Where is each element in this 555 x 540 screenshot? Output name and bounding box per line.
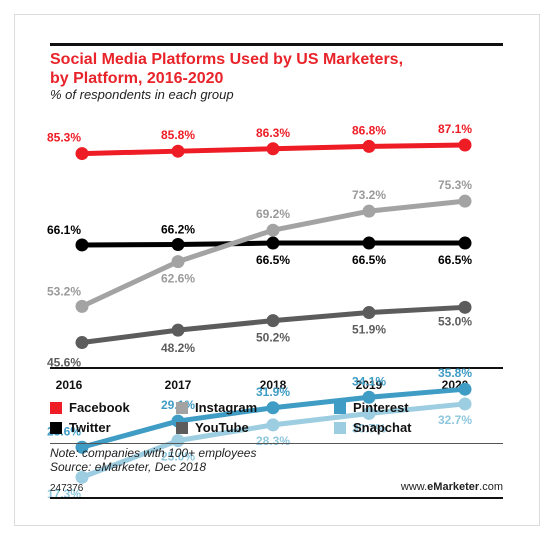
chart-title-line2: by Platform, 2016-2020 bbox=[50, 70, 224, 87]
data-label-facebook: 85.8% bbox=[161, 128, 195, 142]
data-label-twitter: 66.2% bbox=[161, 222, 195, 236]
footnotes: Note: companies with 100+ employees Sour… bbox=[50, 446, 256, 474]
data-label-youtube: 48.2% bbox=[161, 341, 195, 355]
data-point-instagram bbox=[171, 255, 185, 269]
chart-subtitle: % of respondents in each group bbox=[50, 87, 234, 102]
data-label-instagram: 69.2% bbox=[256, 207, 290, 221]
data-point-pinterest bbox=[362, 390, 376, 404]
data-label-twitter: 66.5% bbox=[352, 253, 386, 267]
legend-item-snapchat: Snapchat bbox=[334, 420, 412, 435]
data-point-youtube bbox=[266, 314, 280, 328]
data-point-twitter bbox=[458, 236, 472, 250]
data-point-facebook bbox=[171, 144, 185, 158]
x-tick-label: 2019 bbox=[356, 378, 383, 392]
data-point-twitter bbox=[171, 237, 185, 251]
data-label-youtube: 50.2% bbox=[256, 331, 290, 345]
data-label-twitter: 66.5% bbox=[256, 253, 290, 267]
brand-name: eMarketer bbox=[427, 481, 480, 493]
data-point-facebook bbox=[458, 138, 472, 152]
legend-label: Pinterest bbox=[353, 400, 409, 415]
data-point-twitter bbox=[75, 238, 89, 252]
data-label-youtube: 45.6% bbox=[47, 356, 81, 370]
data-label-facebook: 87.1% bbox=[438, 122, 472, 136]
x-tick-label: 2017 bbox=[165, 378, 192, 392]
data-label-snapchat: 25.0% bbox=[161, 450, 195, 464]
data-label-twitter: 66.1% bbox=[47, 223, 81, 237]
data-label-facebook: 86.8% bbox=[352, 123, 386, 137]
legend-label: YouTube bbox=[195, 420, 249, 435]
data-point-pinterest bbox=[266, 401, 280, 415]
data-point-instagram bbox=[266, 223, 280, 237]
data-point-youtube bbox=[458, 300, 472, 314]
legend: Facebook Twitter Instagram YouTube Pinterest… bbox=[50, 400, 503, 440]
x-tick-label: 2016 bbox=[56, 378, 83, 392]
data-point-snapchat bbox=[458, 397, 472, 411]
data-point-pinterest bbox=[75, 440, 89, 454]
data-point-instagram bbox=[75, 299, 89, 313]
data-label-instagram: 53.2% bbox=[47, 284, 81, 298]
legend-swatch bbox=[334, 421, 346, 434]
x-tick-label: 2018 bbox=[260, 378, 287, 392]
top-rule bbox=[50, 43, 503, 46]
data-point-facebook bbox=[266, 142, 280, 156]
legend-item-twitter: Twitter bbox=[50, 420, 111, 435]
data-point-youtube bbox=[171, 323, 185, 337]
data-label-snapchat: 30.7% bbox=[352, 421, 386, 435]
data-label-snapchat: 28.3% bbox=[256, 434, 290, 448]
chart-title: Social Media Platforms Used by US Market… bbox=[50, 50, 510, 88]
data-point-facebook bbox=[75, 147, 89, 161]
legend-label: Instagram bbox=[195, 400, 258, 415]
chart-id: 247376 bbox=[50, 483, 84, 494]
legend-item-pinterest: Pinterest bbox=[334, 400, 409, 415]
brand-prefix: www. bbox=[400, 481, 428, 493]
brand-link[interactable]: www.eMarketer.com bbox=[401, 481, 503, 493]
legend-item-youtube: YouTube bbox=[176, 420, 249, 435]
data-label-youtube: 51.9% bbox=[352, 323, 386, 337]
data-label-snapchat: 32.7% bbox=[438, 413, 472, 427]
data-label-pinterest: 35.8% bbox=[438, 366, 472, 380]
data-point-snapchat bbox=[266, 418, 280, 432]
data-point-youtube bbox=[362, 306, 376, 320]
bottom-rule bbox=[50, 497, 503, 499]
data-point-twitter bbox=[362, 236, 376, 250]
data-label-pinterest: 34.1% bbox=[352, 374, 386, 388]
data-label-facebook: 85.3% bbox=[47, 131, 81, 145]
data-label-instagram: 62.6% bbox=[161, 272, 195, 286]
data-point-twitter bbox=[266, 236, 280, 250]
data-point-pinterest bbox=[458, 382, 472, 396]
legend-item-instagram: Instagram bbox=[176, 400, 257, 415]
legend-swatch bbox=[50, 421, 62, 434]
legend-swatch bbox=[176, 421, 188, 434]
data-point-snapchat bbox=[362, 406, 376, 420]
brand-suffix: .com bbox=[479, 481, 503, 493]
data-point-youtube bbox=[75, 336, 89, 350]
data-label-instagram: 75.3% bbox=[438, 178, 472, 192]
data-point-instagram bbox=[362, 204, 376, 218]
legend-label: Facebook bbox=[69, 400, 130, 415]
footer-rule bbox=[50, 443, 503, 444]
data-label-instagram: 73.2% bbox=[352, 188, 386, 202]
source-text: Source: eMarketer, Dec 2018 bbox=[50, 460, 207, 474]
data-point-instagram bbox=[458, 194, 472, 208]
legend-swatch bbox=[334, 401, 346, 414]
data-point-snapchat bbox=[75, 470, 89, 484]
legend-swatch bbox=[50, 401, 62, 414]
chart-title-line1: Social Media Platforms Used by US Market… bbox=[50, 51, 404, 68]
data-label-youtube: 53.0% bbox=[438, 314, 472, 328]
note-text: Note: companies with 100+ employees bbox=[50, 446, 257, 460]
data-label-pinterest: 31.9% bbox=[256, 385, 290, 399]
legend-item-facebook: Facebook bbox=[50, 400, 130, 415]
legend-label: Twitter bbox=[69, 420, 111, 435]
legend-label: Snapchat bbox=[353, 420, 412, 435]
legend-swatch bbox=[176, 401, 188, 414]
data-label-twitter: 66.5% bbox=[438, 253, 472, 267]
data-label-facebook: 86.3% bbox=[256, 126, 290, 140]
data-point-facebook bbox=[362, 139, 376, 153]
